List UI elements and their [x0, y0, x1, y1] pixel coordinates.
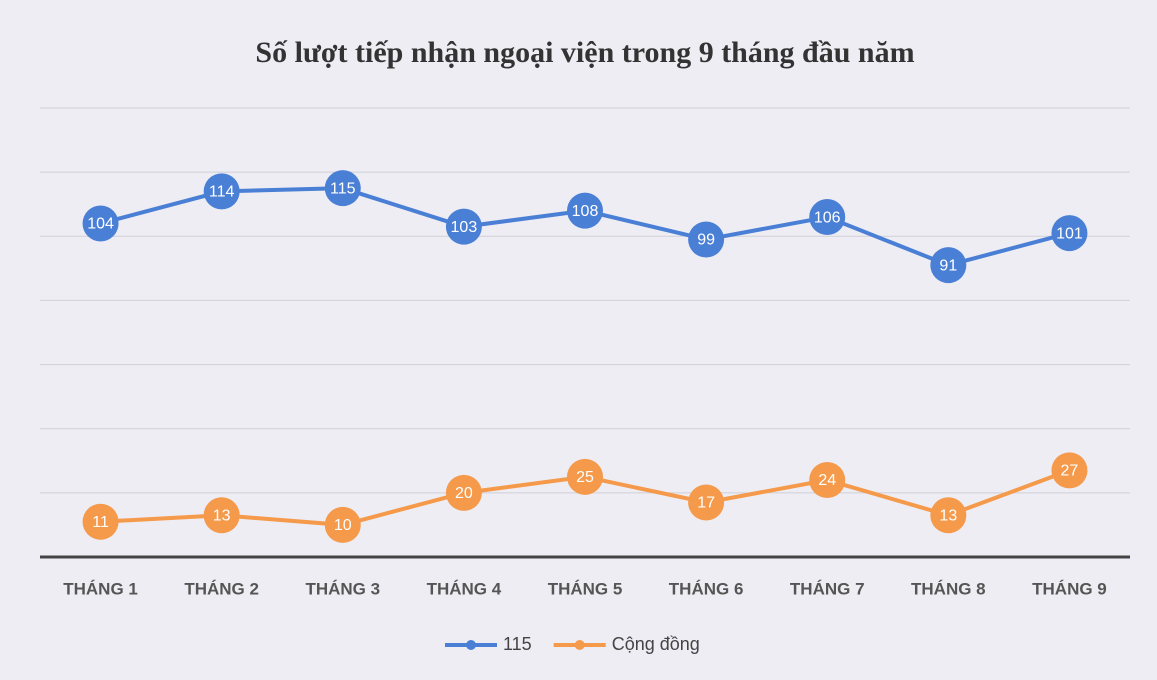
data-label: 25	[576, 469, 594, 486]
marker	[809, 199, 846, 236]
x-tick-label: THÁNG 2	[184, 579, 259, 598]
data-label: 13	[213, 508, 231, 525]
marker	[1051, 452, 1088, 489]
marker	[445, 474, 482, 511]
data-label: 10	[334, 517, 352, 534]
x-tick-label: THÁNG 1	[63, 579, 138, 598]
marker	[567, 458, 603, 495]
legend-marker	[466, 640, 476, 650]
x-tick-label: THÁNG 4	[427, 579, 502, 598]
data-label: 115	[330, 180, 356, 197]
marker	[930, 247, 967, 284]
data-label: 91	[939, 257, 957, 274]
marker	[809, 462, 846, 499]
data-label: 17	[697, 495, 715, 512]
x-tick-label: THÁNG 6	[669, 579, 744, 598]
marker	[688, 221, 725, 258]
data-label: 106	[814, 209, 841, 226]
data-label: 24	[818, 472, 836, 489]
marker	[1051, 215, 1088, 252]
legend-label: Cộng đồng	[612, 634, 700, 654]
marker	[324, 506, 361, 543]
marker	[445, 208, 482, 245]
x-tick-label: THÁNG 5	[548, 579, 623, 598]
x-tick-label: THÁNG 9	[1032, 579, 1107, 598]
x-tick-label: THÁNG 7	[790, 579, 865, 598]
data-label: 101	[1056, 225, 1083, 242]
legend-marker	[574, 640, 585, 650]
marker	[203, 497, 240, 534]
marker	[567, 192, 603, 229]
marker	[324, 170, 361, 207]
data-label: 11	[92, 514, 109, 531]
marker	[82, 205, 119, 242]
marker	[688, 484, 725, 521]
data-label: 20	[455, 485, 473, 502]
data-label: 108	[572, 203, 599, 220]
x-tick-label: THÁNG 3	[305, 579, 380, 598]
data-label: 13	[939, 508, 957, 525]
marker	[82, 503, 119, 540]
marker	[203, 173, 240, 210]
legend-label: 115	[503, 634, 532, 654]
data-label: 114	[209, 184, 235, 201]
data-label: 27	[1061, 463, 1079, 480]
data-label: 104	[87, 216, 114, 233]
chart-title: Số lượt tiếp nhận ngoại viện trong 9 thá…	[255, 36, 914, 69]
x-tick-label: THÁNG 8	[911, 579, 986, 598]
marker	[930, 497, 967, 534]
data-label: 99	[697, 232, 715, 249]
data-label: 103	[451, 219, 478, 236]
